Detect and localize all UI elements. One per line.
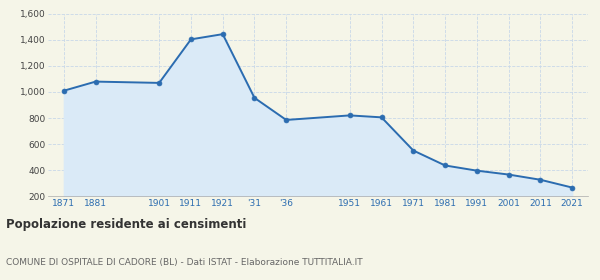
Text: Popolazione residente ai censimenti: Popolazione residente ai censimenti — [6, 218, 247, 231]
Text: COMUNE DI OSPITALE DI CADORE (BL) - Dati ISTAT - Elaborazione TUTTITALIA.IT: COMUNE DI OSPITALE DI CADORE (BL) - Dati… — [6, 258, 362, 267]
